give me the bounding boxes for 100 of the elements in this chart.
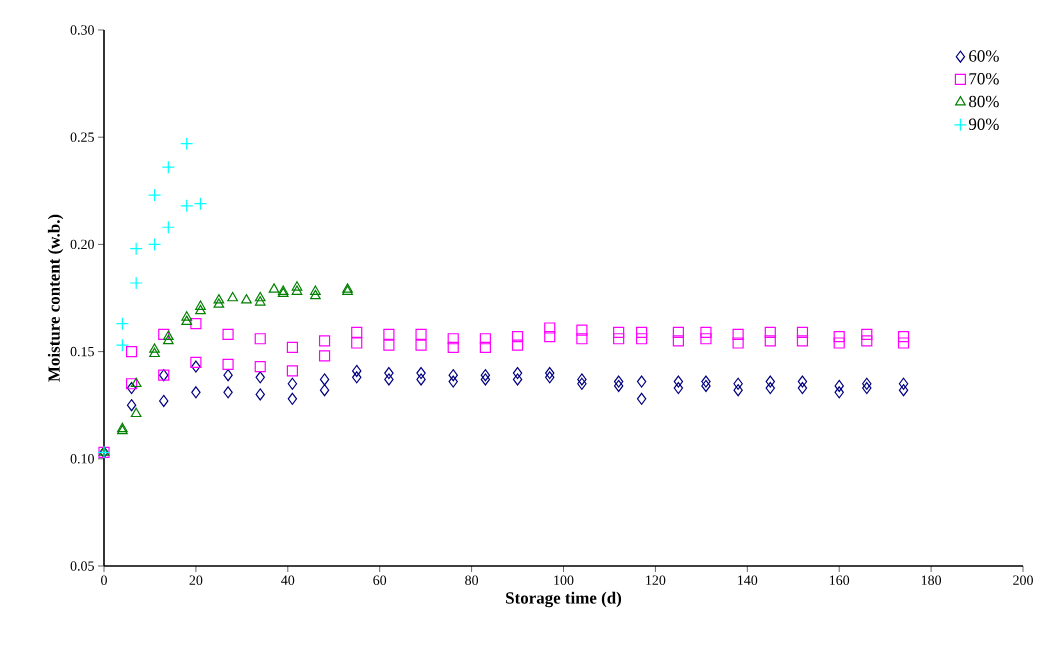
point: [448, 375, 458, 388]
legend-label: 80%: [969, 95, 999, 108]
point: [130, 407, 142, 418]
x-tick-label: 100: [554, 575, 574, 585]
point: [159, 394, 169, 408]
point: [195, 304, 206, 315]
point: [512, 366, 523, 380]
point: [241, 294, 252, 304]
point: [254, 291, 266, 302]
point: [764, 326, 776, 338]
point: [213, 294, 225, 304]
point: [222, 328, 234, 341]
point: [480, 373, 491, 386]
point: [732, 328, 744, 341]
point: [149, 343, 160, 353]
point: [352, 371, 362, 384]
point: [700, 326, 712, 338]
point: [898, 384, 909, 397]
point: [613, 333, 625, 345]
point: [310, 285, 321, 295]
point: [383, 328, 395, 341]
point: [672, 335, 684, 347]
point: [287, 392, 298, 405]
point: [636, 326, 648, 338]
point: [180, 137, 194, 151]
point: [636, 392, 647, 405]
point: [897, 330, 910, 343]
point: [833, 330, 845, 343]
point: [672, 326, 684, 338]
legend-label: 60%: [969, 50, 999, 62]
point: [190, 318, 202, 330]
point: [180, 199, 194, 213]
point: [222, 358, 234, 371]
point: [796, 335, 809, 347]
point: [115, 338, 129, 352]
point: [158, 328, 170, 341]
legend-label: 90%: [968, 118, 999, 130]
point: [700, 333, 712, 345]
x-tick-label: 140: [738, 575, 758, 585]
point: [797, 375, 808, 388]
point: [416, 366, 426, 380]
point: [511, 330, 524, 343]
point: [291, 285, 303, 295]
point: [733, 377, 743, 390]
point: [701, 375, 711, 388]
point: [861, 335, 873, 347]
point: [352, 364, 362, 377]
point: [161, 220, 175, 234]
point: [834, 379, 844, 392]
point: [161, 160, 175, 174]
point: [287, 377, 298, 390]
point: [765, 381, 776, 395]
point: [130, 377, 142, 388]
point: [479, 333, 491, 345]
point: [125, 378, 138, 390]
point: [701, 379, 711, 392]
point: [115, 317, 129, 331]
x-tick-label: 180: [921, 575, 942, 585]
point: [834, 386, 844, 399]
point: [833, 337, 845, 349]
point: [512, 373, 523, 386]
x-tick-label: 200: [1013, 575, 1033, 585]
point: [162, 334, 174, 345]
point: [415, 339, 427, 351]
point: [193, 197, 208, 211]
point: [384, 373, 394, 386]
point: [195, 300, 206, 310]
point: [254, 296, 266, 306]
point: [545, 371, 555, 384]
point: [319, 373, 330, 386]
y-tick-label: 0.10: [70, 454, 94, 464]
point: [545, 366, 555, 380]
point: [319, 384, 330, 397]
y-tick-label: 0.30: [70, 25, 94, 35]
point: [147, 188, 162, 202]
x-tick-label: 60: [373, 575, 387, 585]
x-tick-label: 20: [189, 575, 203, 585]
x-tick-label: 40: [281, 575, 295, 585]
point: [227, 291, 239, 302]
point: [191, 386, 201, 399]
y-tick-label: 0.05: [70, 561, 94, 571]
point: [764, 335, 776, 347]
point: [480, 369, 491, 382]
point: [181, 315, 193, 325]
point: [255, 388, 265, 401]
point: [544, 322, 556, 334]
point: [861, 328, 873, 341]
point: [897, 337, 910, 349]
x-tick-label: 120: [646, 575, 666, 585]
point: [383, 339, 395, 351]
point: [149, 347, 160, 358]
point: [286, 341, 298, 353]
point: [318, 350, 331, 362]
x-tick-label: 80: [465, 575, 479, 585]
point: [223, 369, 233, 382]
point: [613, 375, 624, 388]
point: [636, 375, 647, 388]
x-axis-title: Storage time (d): [506, 591, 622, 608]
point: [415, 328, 427, 341]
point: [254, 361, 266, 373]
